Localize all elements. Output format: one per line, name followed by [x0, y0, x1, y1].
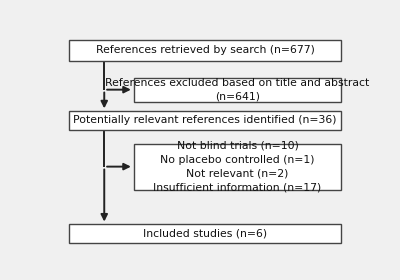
FancyBboxPatch shape — [69, 224, 341, 243]
Text: Not blind trials (n=10)
No placebo controlled (n=1)
Not relevant (n=2)
Insuffici: Not blind trials (n=10) No placebo contr… — [154, 141, 322, 193]
Text: References retrieved by search (n=677): References retrieved by search (n=677) — [96, 45, 314, 55]
FancyBboxPatch shape — [134, 78, 342, 102]
Text: Included studies (n=6): Included studies (n=6) — [143, 228, 267, 239]
FancyBboxPatch shape — [69, 40, 341, 60]
Text: References excluded based on title and abstract
(n=641): References excluded based on title and a… — [106, 78, 370, 102]
FancyBboxPatch shape — [134, 144, 342, 190]
FancyBboxPatch shape — [69, 111, 341, 130]
Text: Potentially relevant references identified (n=36): Potentially relevant references identifi… — [73, 115, 337, 125]
